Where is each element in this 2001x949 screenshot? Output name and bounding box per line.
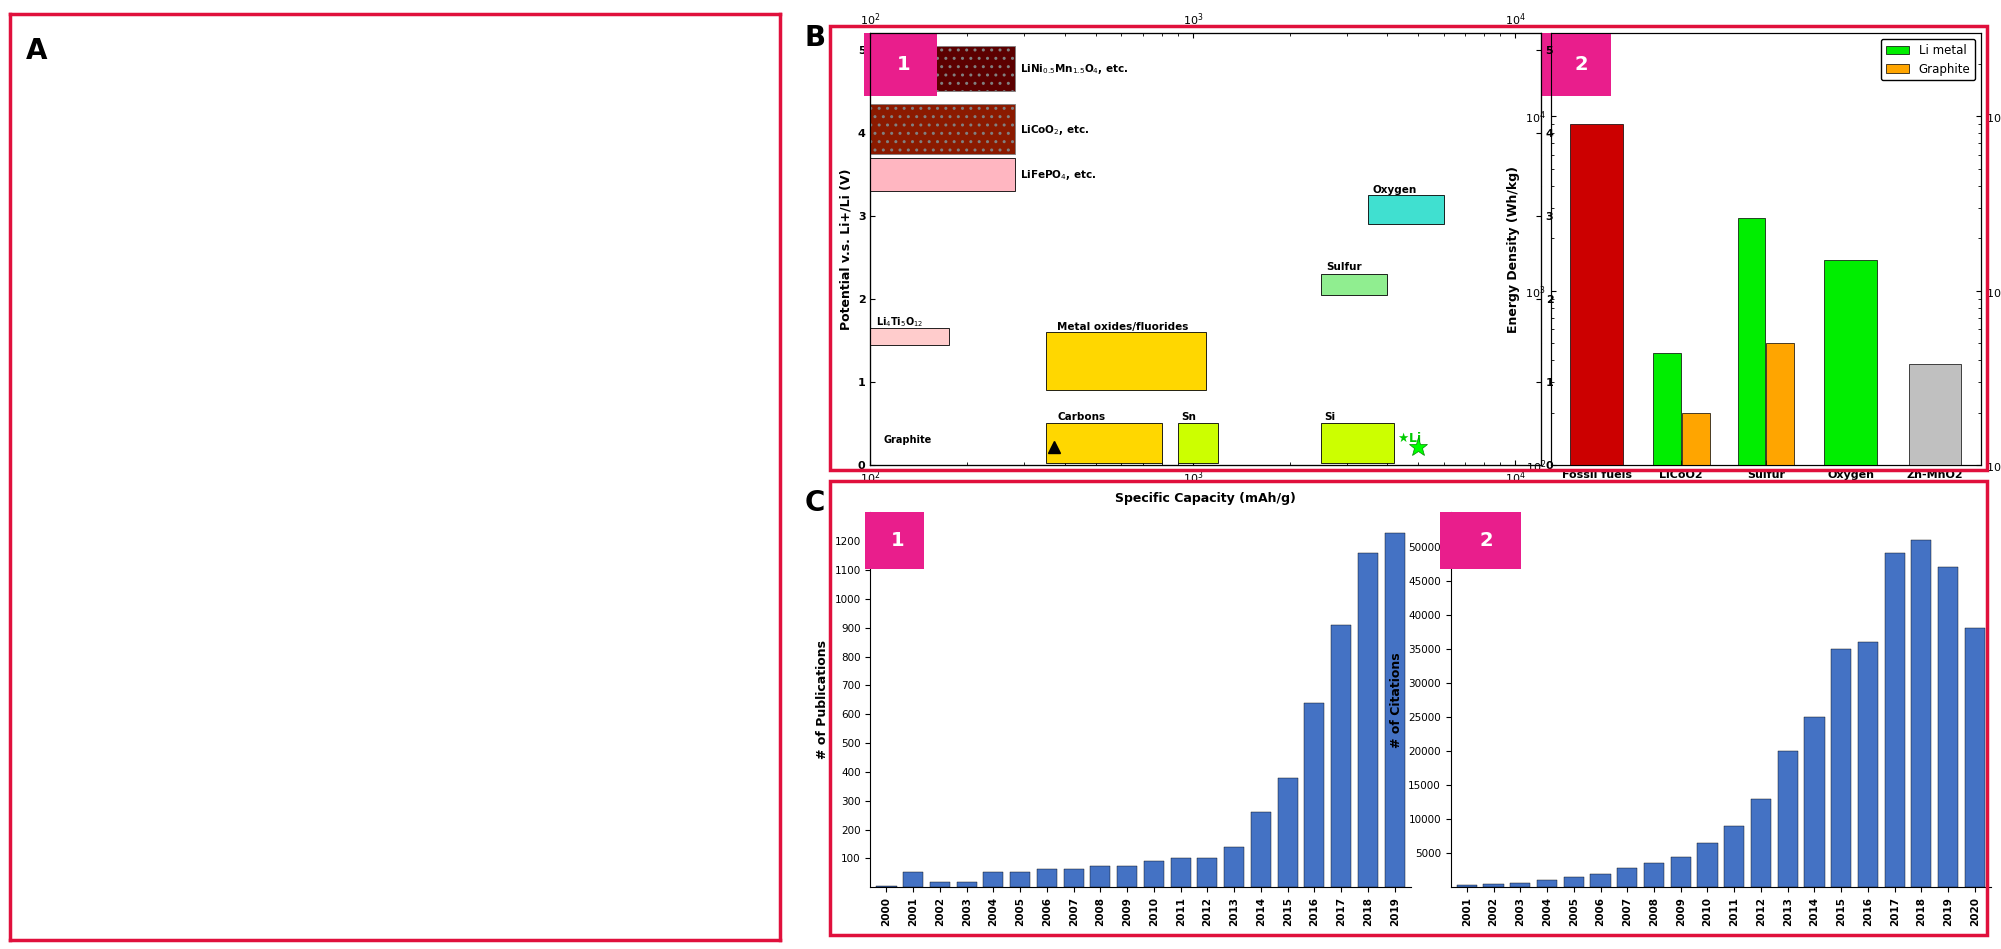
FancyBboxPatch shape bbox=[864, 512, 924, 568]
Bar bbox=[1091, 865, 1111, 887]
Bar bbox=[1359, 553, 1379, 887]
Text: Si: Si bbox=[1325, 412, 1335, 422]
Bar bbox=[1831, 649, 1851, 887]
Bar bbox=[1671, 857, 1691, 887]
Bar bbox=[1859, 642, 1879, 887]
Bar bbox=[1145, 862, 1165, 887]
Bar bbox=[1225, 847, 1245, 887]
Text: 1: 1 bbox=[890, 531, 904, 550]
Bar bbox=[1737, 218, 1765, 949]
FancyBboxPatch shape bbox=[864, 33, 936, 96]
Bar bbox=[1825, 260, 1877, 949]
Bar bbox=[1911, 540, 1931, 887]
Bar bbox=[1537, 881, 1557, 887]
Legend: Li metal, Graphite: Li metal, Graphite bbox=[1881, 39, 1975, 81]
Text: 2: 2 bbox=[1479, 531, 1493, 550]
Y-axis label: # of Citations: # of Citations bbox=[1391, 652, 1403, 748]
Bar bbox=[1805, 716, 1825, 887]
Bar bbox=[1885, 553, 1905, 887]
Bar bbox=[1305, 703, 1325, 887]
Y-axis label: # of Publications: # of Publications bbox=[816, 641, 828, 759]
Bar bbox=[1197, 859, 1217, 887]
Bar bbox=[870, 46, 1015, 91]
Bar bbox=[1279, 778, 1299, 887]
Bar bbox=[1777, 751, 1797, 887]
Text: C: C bbox=[804, 489, 824, 517]
Bar bbox=[1385, 532, 1405, 887]
Bar bbox=[1251, 812, 1271, 887]
Text: Sn: Sn bbox=[1181, 412, 1197, 422]
Bar bbox=[1563, 877, 1583, 887]
Bar bbox=[1179, 423, 1219, 463]
Bar bbox=[1653, 353, 1681, 949]
FancyBboxPatch shape bbox=[1441, 512, 1521, 568]
Bar bbox=[1939, 567, 1959, 887]
Bar bbox=[1331, 625, 1351, 887]
Bar bbox=[1117, 865, 1137, 887]
Bar bbox=[1321, 274, 1387, 295]
Bar bbox=[1047, 423, 1163, 463]
Bar bbox=[1321, 423, 1395, 463]
Text: $\bigstar$Li: $\bigstar$Li bbox=[1397, 432, 1421, 445]
Bar bbox=[876, 885, 896, 887]
Text: Li$_4$Ti$_5$O$_{12}$: Li$_4$Ti$_5$O$_{12}$ bbox=[876, 315, 922, 329]
Text: Sulfur: Sulfur bbox=[1327, 262, 1363, 271]
Bar bbox=[1571, 124, 1623, 949]
Bar bbox=[956, 883, 976, 887]
Text: LiNi$_{0.5}$Mn$_{1.5}$O$_4$, etc.: LiNi$_{0.5}$Mn$_{1.5}$O$_4$, etc. bbox=[1021, 63, 1129, 76]
Bar bbox=[982, 872, 1003, 887]
Bar bbox=[870, 158, 1015, 191]
Bar bbox=[1725, 826, 1745, 887]
Bar bbox=[1617, 868, 1637, 887]
Bar bbox=[1047, 332, 1207, 390]
Bar bbox=[1065, 868, 1085, 887]
Text: Graphite: Graphite bbox=[884, 436, 932, 445]
Text: LiFePO$_4$, etc.: LiFePO$_4$, etc. bbox=[1021, 168, 1097, 181]
Text: Metal oxides/fluorides: Metal oxides/fluorides bbox=[1057, 322, 1189, 331]
Bar bbox=[1483, 884, 1503, 887]
Bar bbox=[1681, 413, 1709, 949]
Bar bbox=[1511, 883, 1531, 887]
Text: Oxygen: Oxygen bbox=[1373, 185, 1417, 195]
Bar bbox=[1369, 195, 1443, 224]
Text: Carbons: Carbons bbox=[1057, 412, 1105, 422]
Y-axis label: Energy Density (Wh/kg): Energy Density (Wh/kg) bbox=[1507, 166, 1519, 332]
Text: B: B bbox=[804, 24, 826, 52]
Bar bbox=[1011, 872, 1031, 887]
Bar bbox=[1591, 874, 1611, 887]
Text: LiCoO$_2$, etc.: LiCoO$_2$, etc. bbox=[1021, 122, 1089, 137]
Bar bbox=[902, 872, 922, 887]
Bar bbox=[1751, 799, 1771, 887]
Bar bbox=[870, 103, 1015, 154]
Bar bbox=[870, 328, 948, 344]
X-axis label: Specific Capacity (mAh/g): Specific Capacity (mAh/g) bbox=[1115, 492, 1297, 505]
Bar bbox=[1965, 628, 1985, 887]
Bar bbox=[1171, 859, 1191, 887]
Bar bbox=[1457, 885, 1477, 887]
Bar bbox=[1767, 344, 1795, 949]
FancyBboxPatch shape bbox=[1543, 33, 1611, 96]
Bar bbox=[1909, 364, 1961, 949]
Bar bbox=[930, 883, 950, 887]
Bar bbox=[1645, 864, 1665, 887]
Bar bbox=[1697, 843, 1717, 887]
Text: 1: 1 bbox=[896, 55, 910, 74]
Y-axis label: Potential v.s. Li+/Li (V): Potential v.s. Li+/Li (V) bbox=[838, 168, 852, 330]
Text: A: A bbox=[26, 37, 46, 65]
Text: 2: 2 bbox=[1575, 55, 1587, 74]
Bar bbox=[1037, 868, 1057, 887]
